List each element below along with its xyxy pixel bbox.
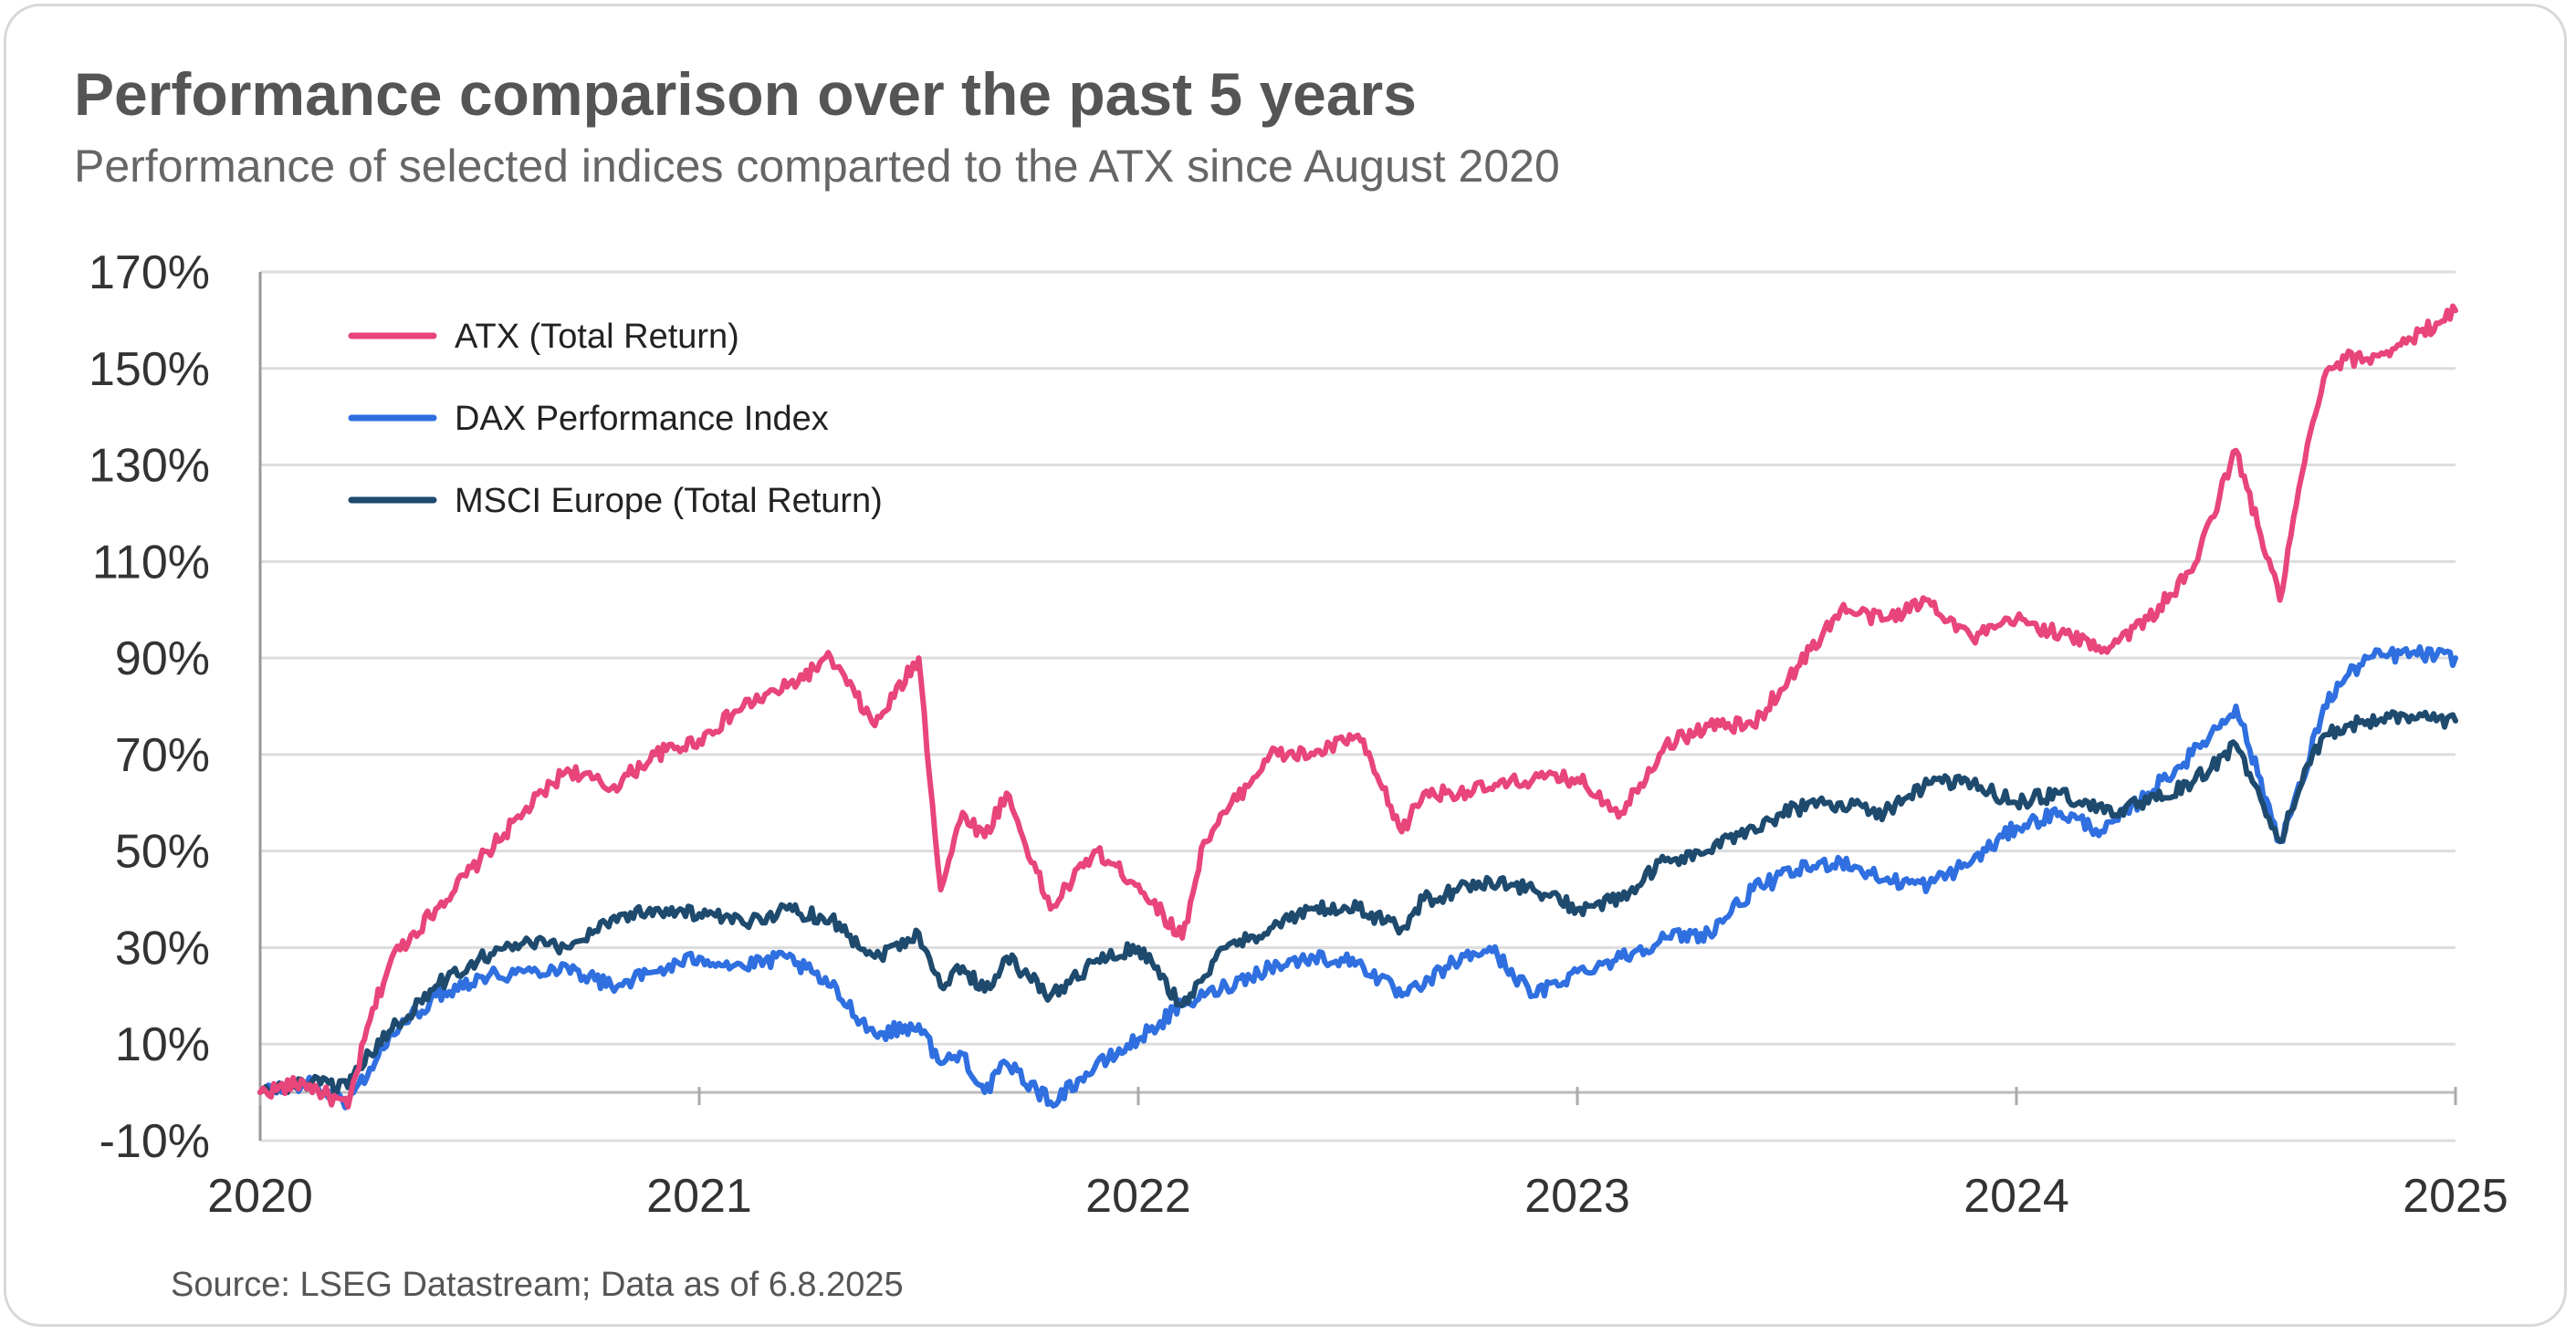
chart-subtitle: Performance of selected indices comparte… — [74, 141, 1560, 192]
chart-card: Performance comparison over the past 5 y… — [4, 4, 2567, 1327]
y-tick-label: 90% — [115, 632, 210, 685]
series-line — [257, 709, 2458, 1096]
x-tick-label: 2023 — [1524, 1170, 1630, 1223]
grid-lines — [260, 270, 2456, 1142]
legend-label: ATX (Total Return) — [455, 318, 739, 356]
x-tick-label: 2020 — [207, 1170, 313, 1223]
y-axis: -10% 10% 30% 50% 70% 90% 110% 130% 150% 170% — [89, 246, 262, 1168]
chart-title: Performance comparison over the past 5 y… — [74, 60, 1417, 128]
legend-label: DAX Performance Index — [455, 400, 829, 438]
y-tick-label: 130% — [89, 440, 210, 493]
x-tick-label: 2025 — [2403, 1170, 2508, 1223]
y-tick-label: 50% — [115, 826, 210, 879]
series-line — [257, 303, 2458, 1110]
x-axis: 2020 2021 2022 2023 2024 2025 — [207, 1087, 2508, 1223]
x-tick-label: 2024 — [1963, 1170, 2069, 1223]
legend: ATX (Total Return) DAX Performance Index M… — [348, 318, 883, 520]
y-tick-label: 70% — [115, 729, 210, 782]
y-tick-label: 110% — [92, 536, 210, 589]
legend-label: MSCI Europe (Total Return) — [455, 482, 883, 520]
x-tick-label: 2022 — [1085, 1170, 1191, 1223]
y-tick-label: 30% — [115, 922, 210, 975]
y-tick-label: 170% — [89, 246, 210, 299]
y-tick-label: -10% — [99, 1115, 210, 1168]
y-tick-label: 150% — [89, 343, 210, 396]
series-lines — [257, 303, 2458, 1111]
source-note: Source: LSEG Datastream; Data as of 6.8.… — [171, 1266, 904, 1304]
series-line — [257, 644, 2458, 1111]
y-tick-label: 10% — [115, 1018, 210, 1071]
x-tick-label: 2021 — [646, 1170, 752, 1223]
